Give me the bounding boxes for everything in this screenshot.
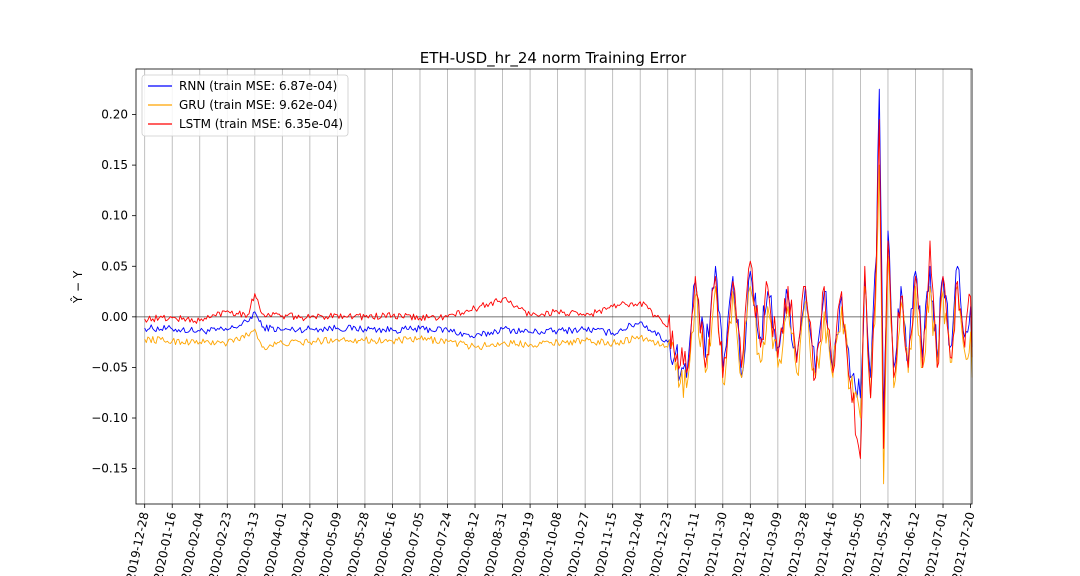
y-axis-ticks: −0.15 −0.10 −0.05 0.00 0.05 0.10 0.15 0.20 [91,108,136,476]
legend-box [141,74,349,137]
legend-entry: RNN (train MSE: 6.87e-04) [179,79,337,93]
y-tick-label: 0.15 [101,158,128,172]
y-tick-label: −0.15 [91,462,128,476]
y-tick-label: 0.10 [101,209,128,223]
series-line-gru [144,164,973,485]
plot-frame [135,68,973,505]
y-axis-label: Ŷ − Y [70,270,85,304]
y-tick-label: 0.05 [101,259,128,273]
legend: RNN (train MSE: 6.87e-04) GRU (train MSE:… [141,74,349,137]
y-tick-label: −0.05 [91,360,128,374]
y-tick-label: 0.00 [101,310,128,324]
chart-title: ETH-USD_hr_24 norm Training Error [420,49,687,68]
y-tick-label: 0.20 [101,108,128,122]
series-line-lstm [144,119,973,459]
y-tick-label: −0.10 [91,411,128,425]
series-lines [144,88,973,485]
grid-lines [144,69,971,504]
legend-entry: LSTM (train MSE: 6.35e-04) [179,117,343,131]
legend-entry: GRU (train MSE: 9.62e-04) [179,98,337,112]
